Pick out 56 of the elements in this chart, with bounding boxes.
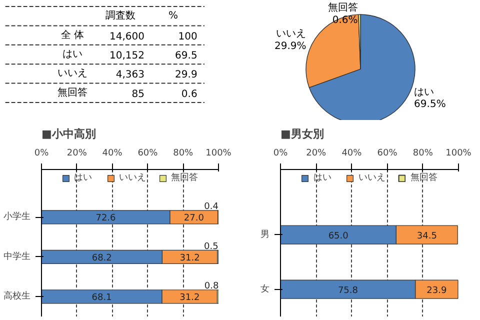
data-label: 34.5 (416, 231, 437, 242)
x-tick-label: 100% (446, 148, 472, 158)
legend-label: いいえ (358, 172, 386, 184)
data-label: 100 (178, 31, 198, 42)
data-label: 69.5 (175, 50, 198, 62)
data-label: 0.8 (204, 282, 219, 292)
data-label: 75.8 (338, 286, 358, 296)
data-label: 68.2 (92, 253, 112, 264)
x-tick-label: 20% (306, 148, 327, 158)
x-tick-label: 80% (412, 148, 434, 158)
category-label: 全 体 (60, 28, 84, 41)
x-tick-label: 0% (273, 148, 288, 158)
category-label: いいえ (58, 68, 88, 80)
x-tick-label: 40% (102, 148, 123, 158)
x-tick-label: 80% (173, 148, 194, 158)
chart-title: ■小中高別 (42, 128, 96, 140)
legend-label: いいえ (119, 172, 146, 184)
data-label: 65.0 (328, 231, 349, 242)
data-label: 69.5% (414, 99, 446, 110)
legend-label: はい (314, 172, 332, 184)
y-tick-label: 女 (260, 283, 270, 294)
data-label: 10,152 (110, 50, 145, 62)
data-label: 0.6 (181, 88, 198, 100)
data-label: 85 (132, 88, 145, 100)
data-label: 27.0 (184, 214, 204, 224)
slice-label: はい (414, 87, 434, 98)
data-label: 4,363 (116, 70, 145, 81)
data-label: 0.5 (204, 242, 218, 252)
data-label: 29.9% (274, 40, 306, 52)
data-label: 23.9 (426, 286, 447, 296)
category-label: 無回答 (58, 86, 88, 98)
slice-label: いいえ (276, 28, 306, 40)
data-label: 72.6 (96, 214, 116, 224)
y-tick-label: 高校生 (4, 290, 30, 302)
y-tick-label: 小学生 (4, 211, 30, 222)
x-tick-label: 60% (377, 148, 398, 158)
x-tick-label: 20% (66, 148, 88, 158)
category-label: はい (62, 49, 82, 60)
data-label: 0.4 (204, 202, 219, 212)
x-tick-label: 100% (206, 148, 232, 158)
legend-label: はい (74, 172, 93, 184)
data-label: 29.9 (175, 70, 198, 81)
data-label: 0.6% (332, 14, 358, 26)
data-label: 31.2 (180, 293, 200, 304)
data-label: 68.1 (92, 293, 112, 304)
x-tick-label: 0% (34, 148, 50, 158)
text: % (168, 10, 178, 22)
y-tick-label: 中学生 (4, 250, 30, 262)
slice-label: 無回答 (328, 2, 358, 14)
data-label: 14,600 (110, 31, 145, 42)
x-tick-label: 40% (342, 148, 362, 158)
chart-title: ■男女別 (280, 128, 324, 140)
series-label: 調査数 (106, 10, 136, 22)
y-tick-label: 男 (260, 228, 270, 240)
x-tick-label: 60% (138, 148, 158, 158)
data-label: 31.2 (180, 253, 200, 264)
